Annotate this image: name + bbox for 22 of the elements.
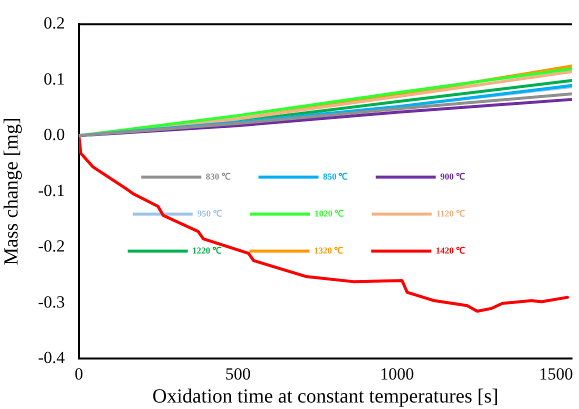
text: 1420 ℃ <box>436 245 465 256</box>
x-axis-title: Oxidation time at constant temperatures [s] <box>152 385 498 408</box>
text: 1120 ℃ <box>436 208 466 218</box>
y-tick-label: 0.1 <box>44 69 65 88</box>
text: 1220 ℃ <box>192 245 222 256</box>
y-tick-label: -0.4 <box>38 348 66 368</box>
y-tick-label: -0.2 <box>38 236 65 256</box>
text: 1020 ℃ <box>314 208 344 218</box>
y-tick-label: -0.3 <box>38 292 65 312</box>
text: 850 ℃ <box>322 171 348 182</box>
x-tick-label: 500 <box>225 364 251 384</box>
text: 950 ℃ <box>197 208 222 218</box>
x-tick-label: 1000 <box>380 364 414 384</box>
y-tick-label: -0.1 <box>38 180 65 200</box>
text: 1320 ℃ <box>314 245 344 256</box>
y-tick-label: 0.2 <box>44 14 65 33</box>
text: 830 ℃ <box>206 171 230 182</box>
x-tick-label: 1500 <box>539 364 573 384</box>
x-tick-label: 0 <box>74 364 84 384</box>
y-tick-label: 0.0 <box>44 125 65 144</box>
text: 900 ℃ <box>440 171 465 182</box>
y-axis-title: Mass change [mg] <box>0 118 22 266</box>
